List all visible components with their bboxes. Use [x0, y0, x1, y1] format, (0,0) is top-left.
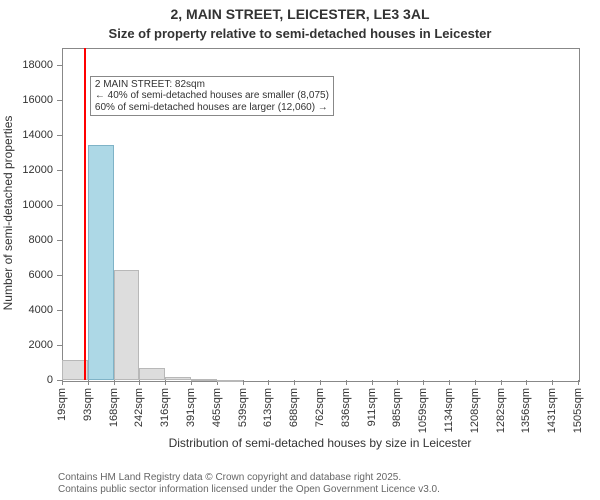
x-tick	[243, 380, 244, 385]
histogram-bar	[217, 380, 243, 382]
callout-box: 2 MAIN STREET: 82sqm← 40% of semi-detach…	[90, 76, 334, 117]
x-tick-label: 1356sqm	[520, 388, 532, 433]
callout-line: ← 40% of semi-detached houses are smalle…	[95, 90, 329, 102]
y-tick-label: 14000	[0, 129, 53, 141]
y-tick-label: 10000	[0, 199, 53, 211]
x-tick-label: 985sqm	[391, 388, 403, 427]
x-tick	[397, 380, 398, 385]
x-tick	[294, 380, 295, 385]
histogram-bar	[165, 377, 191, 380]
x-tick	[320, 380, 321, 385]
y-tick-label: 4000	[0, 304, 53, 316]
histogram-bar	[139, 368, 165, 380]
x-tick-label: 391sqm	[185, 388, 197, 427]
y-tick-label: 6000	[0, 269, 53, 281]
x-tick-label: 168sqm	[108, 388, 120, 427]
x-tick-label: 93sqm	[82, 388, 94, 421]
x-tick-label: 1505sqm	[572, 388, 584, 433]
x-tick	[578, 380, 579, 385]
attribution-text: Contains HM Land Registry data © Crown c…	[58, 472, 600, 496]
x-tick	[139, 380, 140, 385]
x-tick	[423, 380, 424, 385]
x-tick	[501, 380, 502, 385]
callout-line: 60% of semi-detached houses are larger (…	[95, 102, 329, 114]
x-axis-label: Distribution of semi-detached houses by …	[62, 436, 578, 450]
callout-line: 2 MAIN STREET: 82sqm	[95, 79, 329, 91]
property-marker-line	[84, 48, 86, 380]
y-tick	[57, 310, 62, 311]
x-tick-label: 539sqm	[237, 388, 249, 427]
y-tick	[57, 275, 62, 276]
x-tick-label: 242sqm	[133, 388, 145, 427]
x-tick	[449, 380, 450, 385]
x-tick	[88, 380, 89, 385]
x-tick	[114, 380, 115, 385]
x-tick-label: 1208sqm	[469, 388, 481, 433]
y-tick	[57, 100, 62, 101]
x-tick-label: 911sqm	[366, 388, 378, 426]
y-tick-label: 16000	[0, 94, 53, 106]
x-tick	[62, 380, 63, 385]
x-tick-label: 1282sqm	[495, 388, 507, 433]
x-tick	[552, 380, 553, 385]
x-tick-label: 762sqm	[314, 388, 326, 427]
x-tick-label: 1059sqm	[417, 388, 429, 433]
chart-container: 2, MAIN STREET, LEICESTER, LE3 3AL Size …	[0, 0, 600, 500]
y-tick-label: 18000	[0, 59, 53, 71]
x-tick-label: 836sqm	[340, 388, 352, 427]
histogram-bar	[114, 270, 140, 380]
y-tick	[57, 135, 62, 136]
x-tick-label: 316sqm	[159, 388, 171, 427]
x-tick	[165, 380, 166, 385]
x-tick-label: 19sqm	[56, 388, 68, 421]
y-tick	[57, 240, 62, 241]
x-tick-label: 688sqm	[288, 388, 300, 427]
x-tick-label: 1134sqm	[443, 388, 455, 432]
y-tick	[57, 65, 62, 66]
x-tick	[346, 380, 347, 385]
y-tick-label: 8000	[0, 234, 53, 246]
x-tick-label: 1431sqm	[546, 388, 558, 433]
y-tick-label: 2000	[0, 339, 53, 351]
histogram-bar	[191, 379, 217, 381]
x-tick	[268, 380, 269, 385]
y-tick	[57, 170, 62, 171]
x-tick-label: 465sqm	[211, 388, 223, 427]
x-tick	[372, 380, 373, 385]
attribution-line-2: Contains public sector information licen…	[58, 484, 600, 496]
chart-subtitle: Size of property relative to semi-detach…	[0, 26, 600, 41]
x-tick	[475, 380, 476, 385]
y-tick-label: 12000	[0, 164, 53, 176]
y-tick	[57, 205, 62, 206]
attribution-line-1: Contains HM Land Registry data © Crown c…	[58, 472, 600, 484]
y-tick-label: 0	[0, 374, 53, 386]
x-tick-label: 613sqm	[262, 388, 274, 427]
y-tick	[57, 345, 62, 346]
chart-title: 2, MAIN STREET, LEICESTER, LE3 3AL	[0, 6, 600, 22]
x-tick	[526, 380, 527, 385]
histogram-bar-highlighted	[88, 145, 114, 380]
